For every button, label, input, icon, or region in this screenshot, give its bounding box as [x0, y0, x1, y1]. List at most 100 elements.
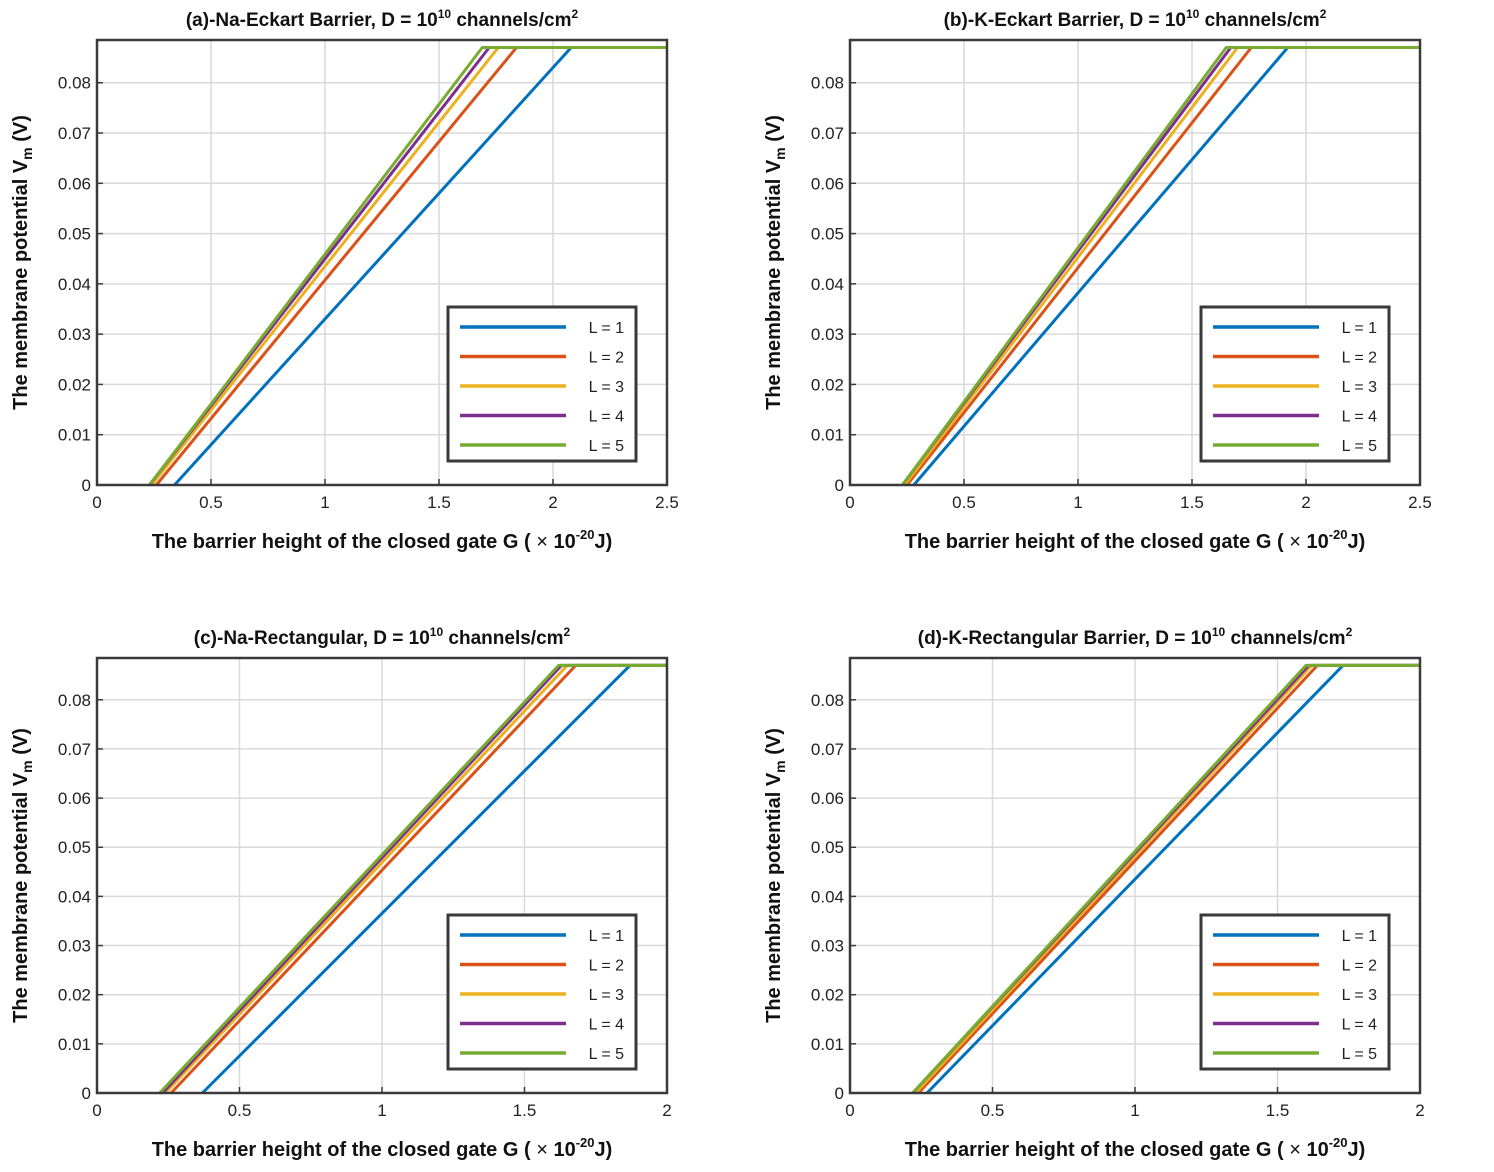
- legend-label: L = 1: [1342, 928, 1378, 945]
- legend-box: [1199, 913, 1391, 1071]
- x-label-text: 10: [548, 1139, 576, 1161]
- legend-label: L = 2: [589, 958, 625, 975]
- y-tick-label: 0.06: [58, 174, 91, 193]
- y-tick-label: 0.06: [811, 789, 844, 808]
- x-axis-label: The barrier height of the closed gate G …: [905, 527, 1366, 553]
- title-exponent: 2: [571, 7, 578, 21]
- x-axis-label: The barrier height of the closed gate G …: [152, 1135, 613, 1161]
- y-tick-label: 0.01: [58, 1035, 91, 1054]
- legend-label: L = 1: [589, 928, 625, 945]
- x-label-exponent: -20: [1329, 1135, 1348, 1150]
- y-tick-label: 0.01: [811, 426, 844, 445]
- x-label-text: 10: [1301, 531, 1329, 553]
- y-label-text: The membrane potential V: [10, 772, 32, 1023]
- plot-frame: [95, 38, 669, 487]
- chart-title: (b)-K-Eckart Barrier, D = 1010 channels/…: [944, 7, 1327, 31]
- x-label-text: J): [595, 1139, 613, 1161]
- x-label-times: ×: [1289, 1139, 1301, 1161]
- legend-label: L = 2: [1342, 350, 1378, 367]
- x-tick-label: 0: [92, 493, 101, 512]
- x-axis-label: The barrier height of the closed gate G …: [905, 1135, 1366, 1161]
- y-label-text: (V): [763, 115, 785, 147]
- legend-label: L = 2: [1342, 958, 1378, 975]
- y-tick-label: 0.06: [811, 174, 844, 193]
- y-axis-label: The membrane potential Vm (V): [763, 728, 788, 1023]
- x-tick-label: 1.5: [1180, 493, 1204, 512]
- legend-box: [446, 305, 638, 463]
- y-label-text: (V): [10, 728, 32, 760]
- title-text: channels/cm: [451, 10, 571, 31]
- chart-title: (a)-Na-Eckart Barrier, D = 1010 channels…: [186, 7, 579, 31]
- x-tick-label: 2.5: [1408, 493, 1432, 512]
- series-line-L5: [901, 46, 1420, 486]
- chart-b: 0 0.5 1 1.5 2 2.5 0 0.01 0.02 0.03 0.04 0.05 0.06 0.0…: [763, 7, 1432, 553]
- y-tick-label: 0.07: [811, 740, 844, 759]
- y-tick-label: 0: [82, 476, 91, 495]
- x-tick-label: 0: [92, 1101, 101, 1120]
- x-tick-label: 1: [320, 493, 329, 512]
- x-tick-label: 1: [377, 1101, 386, 1120]
- series-line-L5: [148, 46, 667, 486]
- title-text: (d)-K-Rectangular Barrier, D = 10: [918, 628, 1212, 649]
- y-tick-label: 0.05: [58, 838, 91, 857]
- y-tick-label: 0.08: [811, 74, 844, 93]
- y-tick-label: 0: [82, 1084, 91, 1103]
- legend: L = 1 L = 2 L = 3 L = 4 L = 5: [446, 305, 638, 463]
- title-exponent: 2: [1346, 625, 1353, 639]
- y-label-text: The membrane potential V: [10, 159, 32, 410]
- y-tick-label: 0.04: [811, 275, 844, 294]
- y-label-subscript: m: [19, 147, 35, 159]
- y-tick-label: 0.07: [58, 124, 91, 143]
- y-tick-label: 0.02: [58, 375, 91, 394]
- x-tick-label: 1: [1073, 493, 1082, 512]
- y-label-text: (V): [10, 115, 32, 147]
- x-label-text: The barrier height of the closed gate G …: [905, 531, 1290, 553]
- title-text: (a)-Na-Eckart Barrier, D = 10: [186, 10, 438, 31]
- legend-label: L = 3: [1342, 987, 1378, 1004]
- x-tick-label: 0.5: [228, 1101, 252, 1120]
- x-label-exponent: -20: [576, 1135, 595, 1150]
- legend-label: L = 4: [589, 409, 625, 426]
- legend-label: L = 1: [589, 320, 625, 337]
- x-label-text: The barrier height of the closed gate G …: [152, 1139, 537, 1161]
- legend-label: L = 1: [1342, 320, 1378, 337]
- title-exponent: 10: [1212, 625, 1226, 639]
- x-tick-label: 1: [1130, 1101, 1139, 1120]
- y-tick-label: 0.02: [811, 986, 844, 1005]
- title-text: channels/cm: [1225, 628, 1345, 649]
- chart-title: (d)-K-Rectangular Barrier, D = 1010 chan…: [918, 625, 1353, 649]
- x-label-text: 10: [1301, 1139, 1329, 1161]
- x-label-text: J): [1348, 1139, 1366, 1161]
- y-tick-label: 0.04: [58, 887, 91, 906]
- x-label-exponent: -20: [576, 527, 595, 542]
- legend: L = 1 L = 2 L = 3 L = 4 L = 5: [1199, 913, 1391, 1071]
- plot-frame: [848, 38, 1422, 487]
- legend-label: L = 2: [589, 350, 625, 367]
- y-axis-label: The membrane potential Vm (V): [763, 115, 788, 410]
- legend-label: L = 4: [1342, 409, 1378, 426]
- x-tick-label: 2: [662, 1101, 671, 1120]
- x-tick-label: 0: [845, 1101, 854, 1120]
- y-tick-label: 0: [835, 476, 844, 495]
- y-label-text: The membrane potential V: [763, 772, 785, 1023]
- y-tick-label: 0.03: [58, 325, 91, 344]
- title-exponent: 10: [430, 625, 444, 639]
- x-tick-label: 0: [845, 493, 854, 512]
- y-tick-label: 0.02: [58, 986, 91, 1005]
- x-tick-label: 0.5: [199, 493, 223, 512]
- legend-label: L = 5: [589, 1046, 625, 1063]
- x-tick-label: 0.5: [981, 1101, 1005, 1120]
- x-label-exponent: -20: [1329, 527, 1348, 542]
- legend-label: L = 5: [589, 438, 625, 455]
- legend-label: L = 4: [589, 1017, 625, 1034]
- x-label-times: ×: [536, 531, 548, 553]
- title-exponent: 2: [1320, 7, 1327, 21]
- y-tick-label: 0.08: [811, 691, 844, 710]
- y-tick-label: 0.03: [811, 937, 844, 956]
- legend-label: L = 3: [1342, 379, 1378, 396]
- y-tick-label: 0.03: [811, 325, 844, 344]
- chart-a: 0 0.5 1 1.5 2 2.5 0 0.01 0.02 0.03 0.04 0.05 0.06 0.0…: [10, 7, 679, 553]
- title-text: (c)-Na-Rectangular, D = 10: [194, 628, 430, 649]
- x-label-text: J): [595, 531, 613, 553]
